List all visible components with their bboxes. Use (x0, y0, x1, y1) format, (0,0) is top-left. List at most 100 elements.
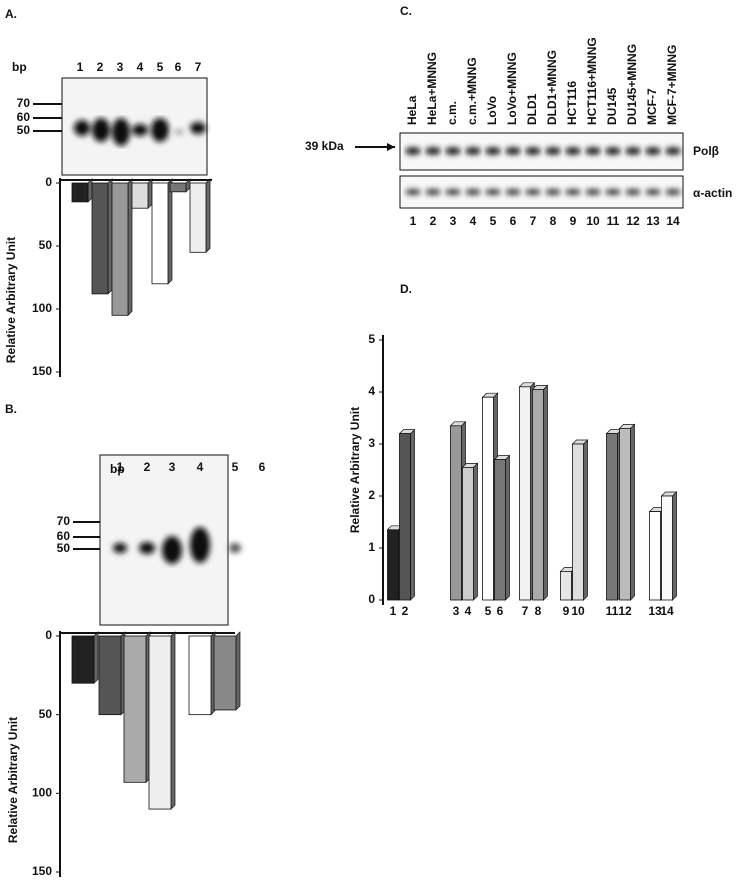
sample-label: c.m.+MNNG (465, 57, 479, 125)
x-tick-label: 9 (563, 604, 570, 618)
bar (189, 182, 207, 253)
lane-number: 4 (470, 214, 477, 228)
bar-depth (543, 384, 548, 601)
y-tick-label: 0 (45, 628, 52, 642)
band (505, 189, 521, 195)
blot-bands (545, 147, 561, 195)
band (645, 147, 661, 155)
bar (661, 495, 673, 601)
y-tick-label: 50 (39, 238, 53, 252)
bar-depth (583, 439, 588, 601)
x-tick-label: 5 (157, 60, 164, 74)
bar (519, 386, 531, 601)
sample-label: DU145+MNNG (625, 44, 639, 125)
sample-label: DLD1+MNNG (545, 50, 559, 125)
bar (462, 466, 474, 601)
blot-bands (445, 147, 461, 195)
band (485, 147, 501, 155)
bar (649, 511, 661, 601)
y-tick-label: 5 (368, 332, 375, 346)
y-tick-label: 100 (32, 301, 52, 315)
band (625, 147, 641, 155)
size-marker: 60 (57, 529, 71, 543)
band (565, 147, 581, 155)
band (565, 189, 581, 195)
bar-depth (107, 178, 113, 295)
x-tick-label: 2 (144, 460, 151, 474)
lane-number: 5 (490, 214, 497, 228)
sample-label: LoVo (485, 96, 499, 125)
bar-depth (87, 178, 93, 203)
x-tick-label: 6 (259, 460, 266, 474)
gel-b-bands (113, 527, 241, 564)
sample-label: HCT116 (565, 81, 579, 125)
panel-label: B. (5, 402, 17, 416)
band (525, 147, 541, 155)
blot-bands (485, 147, 501, 195)
band (445, 189, 461, 195)
bar (482, 396, 494, 601)
x-tick-label: 1 (390, 604, 397, 618)
sample-label: c.m. (445, 101, 459, 125)
band (445, 147, 461, 155)
bp-label: bp (12, 60, 27, 74)
bar-depth (473, 462, 478, 601)
bar (619, 427, 631, 601)
blot-bands (425, 147, 441, 195)
band (605, 189, 621, 195)
bar (71, 182, 89, 203)
x-tick-label: 13 (648, 604, 662, 618)
x-tick-label: 7 (522, 604, 529, 618)
band (665, 189, 681, 195)
x-tick-label: 5 (485, 604, 492, 618)
gel-a-bands (74, 118, 206, 146)
band (585, 147, 601, 155)
sample-label: HeLa+MNNG (425, 52, 439, 125)
band (665, 147, 681, 155)
sample-label: MCF-7+MNNG (665, 45, 679, 125)
bar (111, 182, 129, 316)
blot-bands (505, 147, 521, 195)
blot-bands (625, 147, 641, 195)
bar-depth (167, 178, 173, 285)
band (625, 189, 641, 195)
y-tick-label: 1 (368, 540, 375, 554)
bar (151, 182, 169, 285)
bar (387, 529, 399, 601)
x-tick-label: 8 (535, 604, 542, 618)
bar (572, 443, 584, 601)
band (545, 147, 561, 155)
size-marker: 70 (57, 514, 71, 528)
blot-bands (665, 147, 681, 195)
band (525, 189, 541, 195)
panel-label: C. (400, 4, 412, 18)
sample-label: HCT116+MNNG (585, 37, 599, 125)
y-tick-label: 0 (368, 592, 375, 606)
bar (188, 635, 212, 716)
bar (399, 433, 411, 601)
sample-label: MCF-7 (645, 88, 659, 125)
bar (532, 388, 544, 601)
lane-number: 9 (570, 214, 577, 228)
band (405, 147, 421, 155)
blot-bands (405, 147, 421, 195)
lane-number: 3 (450, 214, 457, 228)
bar (494, 459, 506, 601)
band (405, 189, 421, 195)
x-tick-label: 1 (77, 60, 84, 74)
x-tick-label: 7 (195, 60, 202, 74)
x-tick-label: 5 (232, 460, 239, 474)
lane-number: 1 (410, 214, 417, 228)
lane-number: 13 (646, 214, 660, 228)
bar-depth (672, 491, 677, 601)
x-tick-label: 1 (117, 460, 124, 474)
y-tick-label: 100 (32, 786, 52, 800)
bar (560, 571, 572, 601)
bar (123, 635, 147, 783)
size-marker: 50 (57, 541, 71, 555)
y-tick-label: 0 (45, 175, 52, 189)
x-tick-label: 6 (175, 60, 182, 74)
blot-bands (645, 147, 661, 195)
bar (148, 635, 172, 810)
